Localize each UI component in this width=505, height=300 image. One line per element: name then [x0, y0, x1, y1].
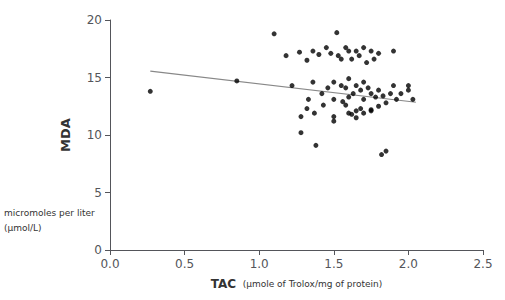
svg-text:micromoles per liter: micromoles per liter	[4, 208, 95, 218]
svg-text:(μmol/L): (μmol/L)	[4, 223, 42, 233]
svg-text:2.0: 2.0	[399, 257, 418, 271]
svg-text:2.5: 2.5	[473, 257, 492, 271]
svg-text:TAC: TAC	[211, 277, 237, 291]
svg-text:MDA: MDA	[58, 118, 73, 152]
svg-text:0: 0	[94, 243, 102, 257]
svg-text:5: 5	[94, 186, 102, 200]
svg-text:1.5: 1.5	[324, 257, 343, 271]
svg-text:1.0: 1.0	[250, 257, 269, 271]
svg-text:0.0: 0.0	[100, 257, 119, 271]
svg-text:20: 20	[87, 13, 102, 27]
svg-text:10: 10	[87, 128, 102, 142]
svg-text:0.5: 0.5	[175, 257, 194, 271]
svg-text:(μmole of Trolox/mg of protein: (μmole of Trolox/mg of protein)	[243, 279, 383, 289]
svg-text:15: 15	[87, 71, 102, 85]
